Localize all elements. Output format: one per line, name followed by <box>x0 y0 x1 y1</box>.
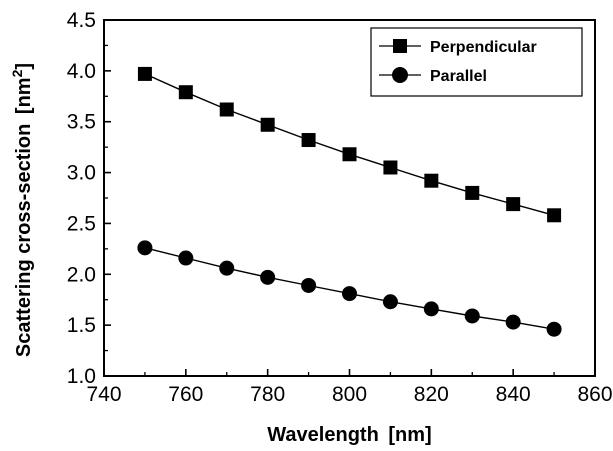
x-axis-title-unit: nm <box>395 424 425 446</box>
data-point-circle <box>219 260 235 276</box>
data-point-square <box>506 197 521 212</box>
series-layer <box>137 66 562 337</box>
y-axis-ticks: 1.0 1.5 2.0 2.5 3.0 3.5 4.0 4.5 <box>67 9 111 388</box>
series-perpendicular <box>137 66 562 223</box>
data-point-square <box>465 185 480 200</box>
series-parallel <box>137 240 562 337</box>
y-axis-bracket-close: ] <box>13 63 35 70</box>
data-point-circle <box>382 294 398 310</box>
x-tick-label: 820 <box>414 383 449 406</box>
legend-entry-parallel: Parallel <box>379 67 487 85</box>
data-point-square <box>383 160 398 175</box>
y-axis-title: Scattering cross-section [nm2] <box>9 63 35 357</box>
legend-label-perpendicular: Perpendicular <box>430 39 537 56</box>
data-point-square <box>137 66 152 81</box>
x-tick-label: 840 <box>496 383 531 406</box>
y-tick-label: 3.5 <box>67 111 96 134</box>
x-tick-label: 760 <box>168 383 203 406</box>
data-point-square <box>219 102 234 117</box>
y-tick-label: 4.0 <box>67 60 96 83</box>
y-axis-title-exponent: 2 <box>9 69 25 77</box>
data-point-square <box>260 117 275 132</box>
data-point-circle <box>178 250 194 266</box>
data-point-circle <box>423 301 439 317</box>
x-axis-title-main: Wavelength <box>267 424 379 446</box>
legend: Perpendicular Parallel <box>370 27 583 97</box>
legend-marker-circle <box>392 67 408 83</box>
data-point-circle <box>505 314 521 330</box>
y-tick-label: 4.5 <box>67 9 96 32</box>
x-tick-label: 800 <box>332 383 367 406</box>
x-axis-ticks: 740 760 780 800 820 840 860 <box>86 369 613 406</box>
data-point-circle <box>342 286 357 302</box>
data-point-circle <box>260 269 276 285</box>
y-axis-bracket-open: [ <box>13 107 35 114</box>
x-axis-bracket-open: [ <box>388 424 395 446</box>
data-point-square <box>178 85 193 100</box>
y-tick-label: 1.0 <box>67 365 96 388</box>
data-point-circle <box>546 321 562 337</box>
legend-marker-square <box>393 39 407 53</box>
data-point-circle <box>137 240 153 256</box>
x-axis-title: Wavelength [nm] <box>267 424 431 446</box>
y-tick-label: 3.0 <box>67 162 96 185</box>
legend-entry-perpendicular: Perpendicular <box>379 39 537 56</box>
x-tick-label: 740 <box>86 383 121 406</box>
y-tick-label: 2.5 <box>67 212 96 235</box>
x-tick-label: 860 <box>577 383 612 406</box>
data-point-square <box>547 208 562 223</box>
data-point-circle <box>301 277 317 293</box>
y-axis-title-unit: nm <box>13 77 35 107</box>
y-tick-label: 1.5 <box>67 314 96 337</box>
x-tick-label: 780 <box>250 383 285 406</box>
data-point-square <box>301 133 316 148</box>
y-axis-title-main: Scattering cross-section <box>13 124 35 357</box>
x-axis-bracket-close: ] <box>425 424 432 446</box>
data-point-circle <box>464 308 480 324</box>
data-point-square <box>424 173 439 188</box>
data-point-square <box>342 147 357 162</box>
legend-label-parallel: Parallel <box>430 68 487 85</box>
y-tick-label: 2.0 <box>67 263 96 286</box>
